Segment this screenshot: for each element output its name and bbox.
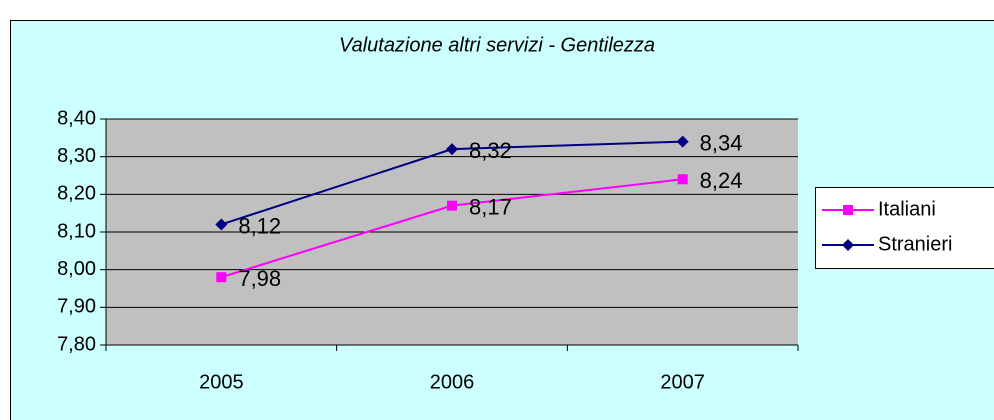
data-label: 7,98 [238,266,281,291]
y-tick-label: 8,30 [57,145,96,167]
y-tick-label: 8,40 [57,107,96,129]
legend-label: Stranieri [878,233,952,255]
legend-marker [843,205,853,215]
data-label: 8,32 [469,138,512,163]
legend-label: Italiani [878,198,936,220]
data-label: 8,12 [238,213,281,238]
data-label: 8,17 [469,194,512,219]
y-tick-label: 8,20 [57,183,96,205]
chart-title: Valutazione altri servizi - Gentilezza [339,34,655,56]
point-marker [677,174,688,185]
point-marker [676,135,689,148]
legend: Italiani Stranieri [815,187,994,269]
y-tick-label: 8,10 [57,220,96,242]
data-label: 8,34 [700,130,743,155]
x-tick-label: 2005 [199,371,244,393]
x-tick-label: 2006 [430,371,475,393]
y-tick-label: 7,80 [57,333,96,355]
x-tick-label: 2007 [660,371,705,393]
legend-marker [842,239,854,251]
point-marker [216,272,227,283]
y-tick-label: 8,00 [57,258,96,280]
point-marker [447,200,457,211]
point-marker [446,143,458,156]
y-tick-label: 7,90 [57,296,96,318]
point-marker [215,218,228,231]
legend-box [815,187,994,269]
data-label: 8,24 [700,168,743,193]
